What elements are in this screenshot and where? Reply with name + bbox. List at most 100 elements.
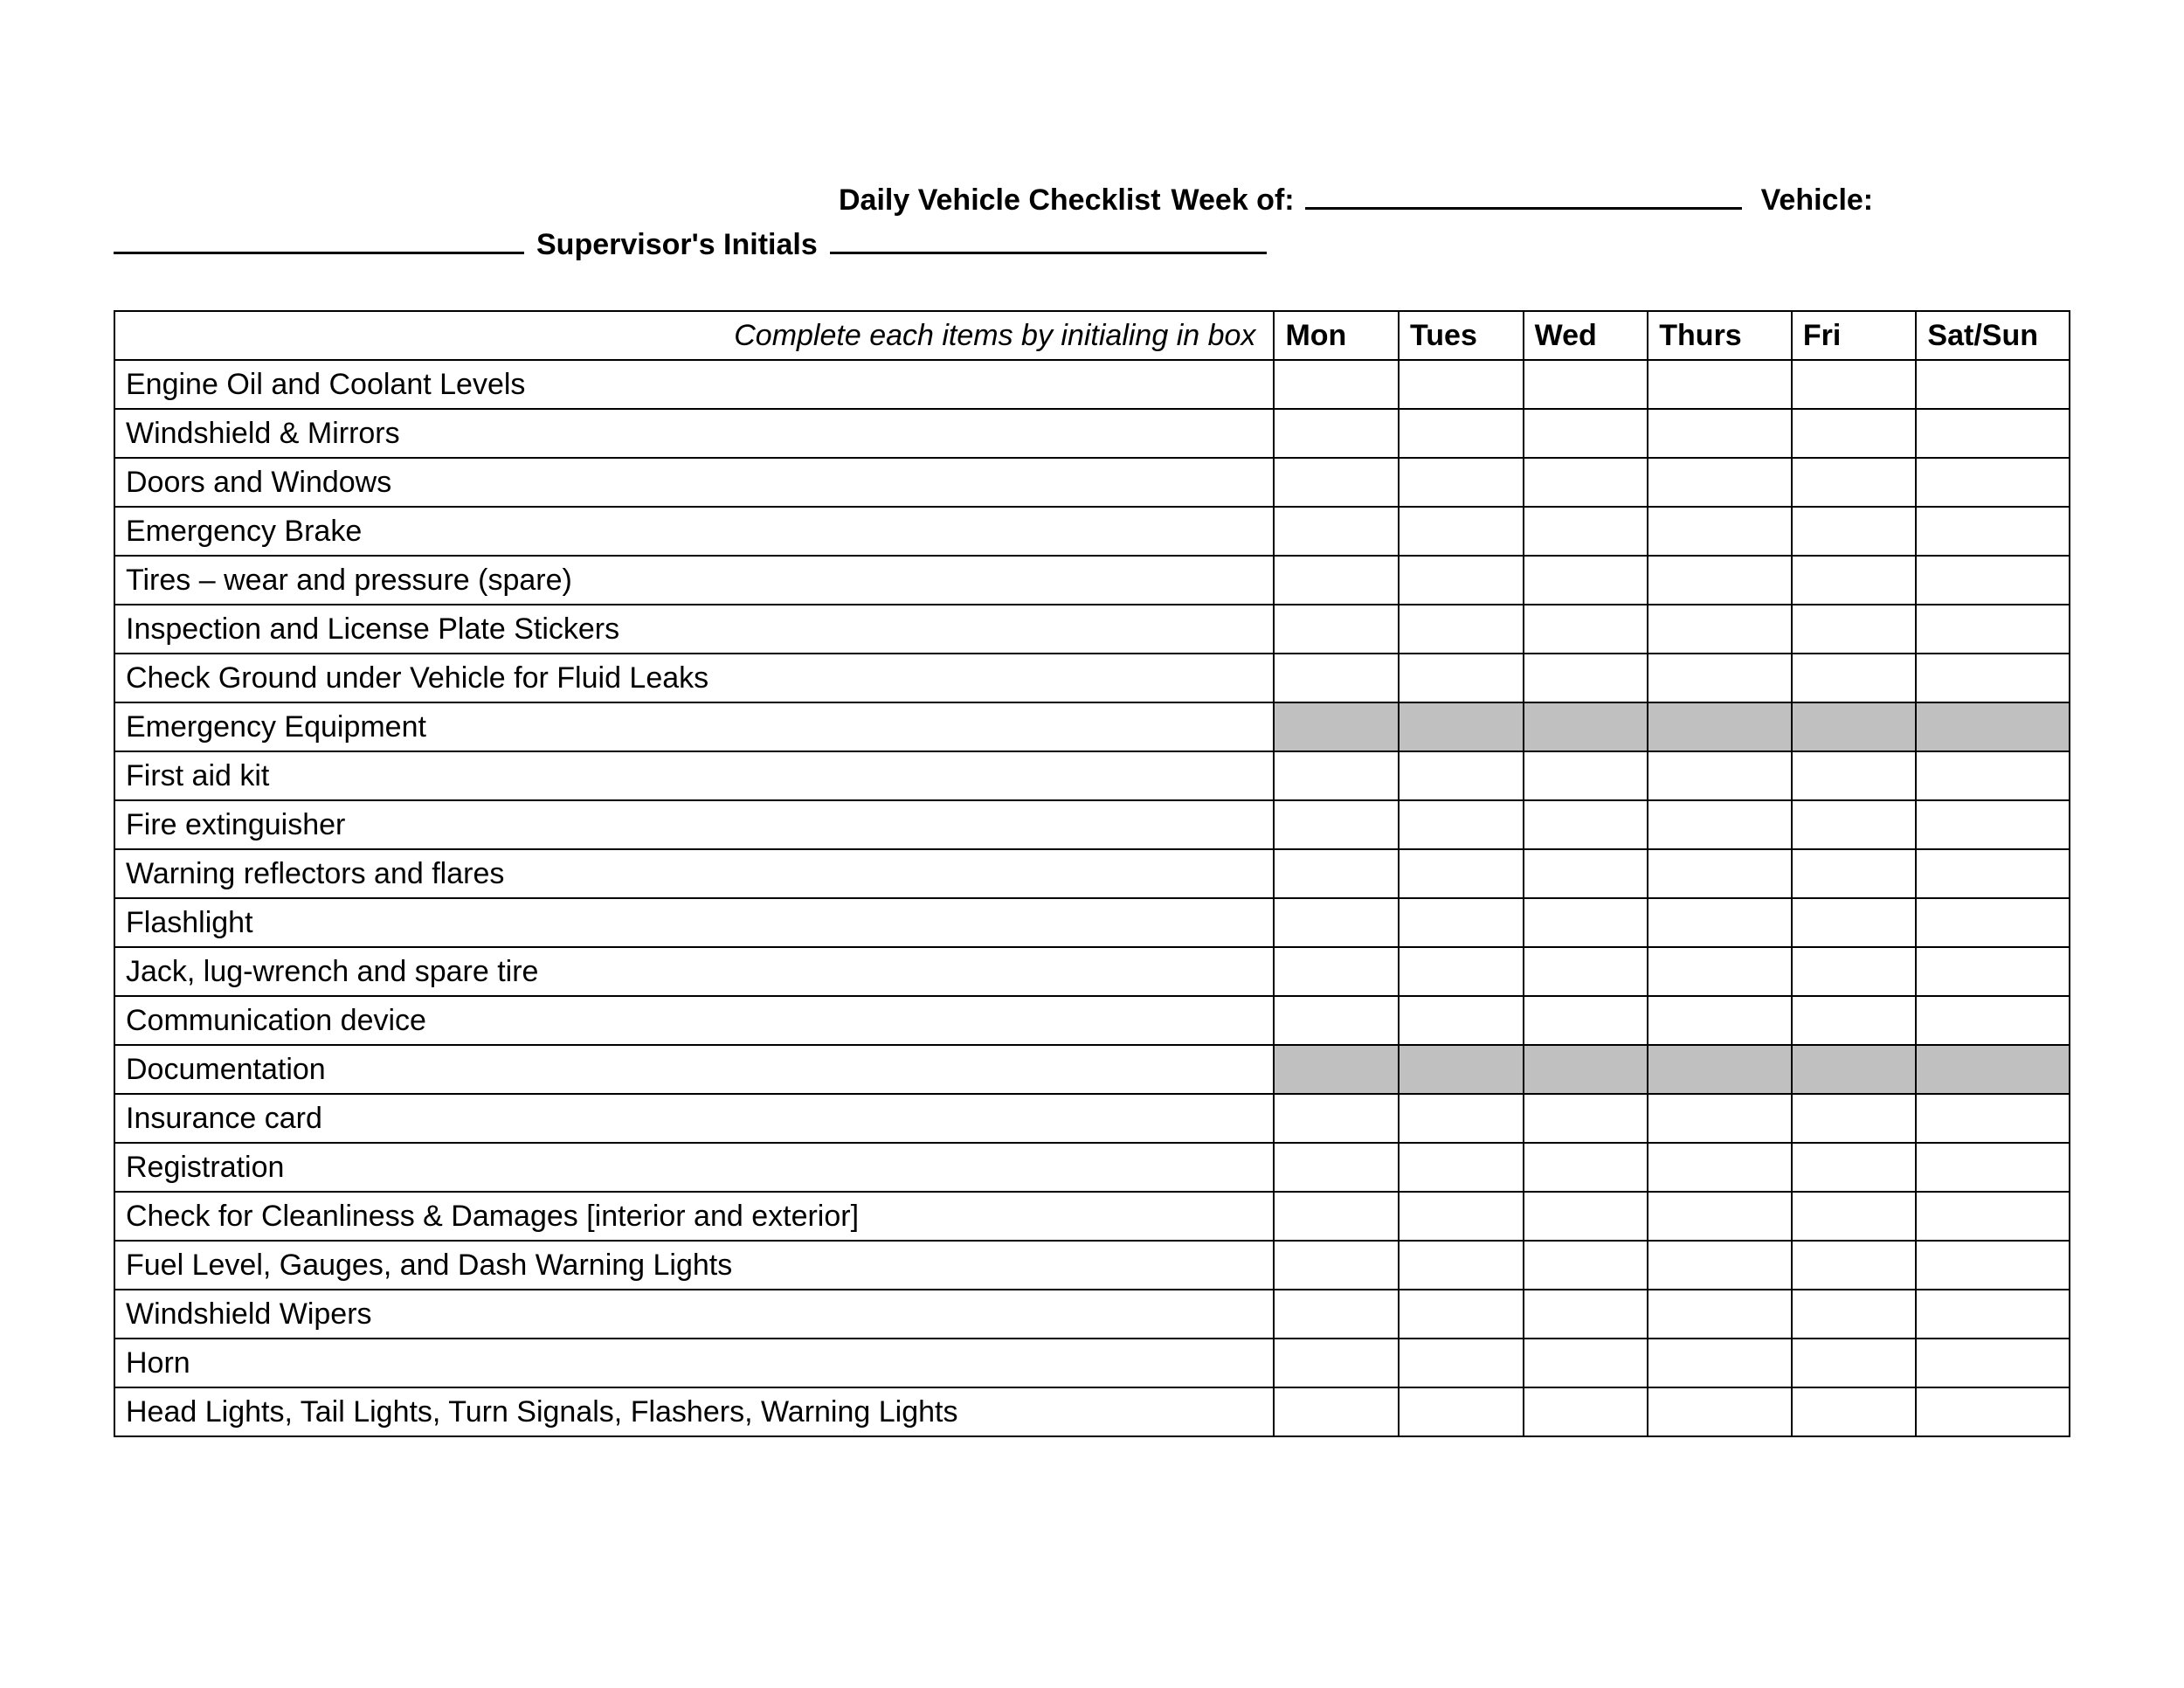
- check-cell[interactable]: [1524, 654, 1648, 702]
- check-cell[interactable]: [1274, 1094, 1399, 1143]
- check-cell[interactable]: [1399, 849, 1524, 898]
- check-cell[interactable]: [1916, 409, 2070, 458]
- check-cell[interactable]: [1274, 751, 1399, 800]
- check-cell[interactable]: [1916, 1192, 2070, 1241]
- check-cell[interactable]: [1916, 947, 2070, 996]
- check-cell[interactable]: [1274, 1192, 1399, 1241]
- check-cell[interactable]: [1524, 507, 1648, 556]
- check-cell[interactable]: [1399, 605, 1524, 654]
- check-cell[interactable]: [1648, 556, 1792, 605]
- check-cell[interactable]: [1399, 1387, 1524, 1436]
- check-cell[interactable]: [1274, 1241, 1399, 1290]
- check-cell[interactable]: [1274, 1143, 1399, 1192]
- check-cell[interactable]: [1274, 556, 1399, 605]
- check-cell[interactable]: [1399, 1143, 1524, 1192]
- check-cell[interactable]: [1792, 898, 1917, 947]
- check-cell[interactable]: [1274, 1387, 1399, 1436]
- check-cell[interactable]: [1274, 898, 1399, 947]
- check-cell[interactable]: [1524, 458, 1648, 507]
- check-cell[interactable]: [1916, 1143, 2070, 1192]
- check-cell[interactable]: [1399, 458, 1524, 507]
- check-cell[interactable]: [1648, 947, 1792, 996]
- check-cell[interactable]: [1916, 1387, 2070, 1436]
- check-cell[interactable]: [1524, 1143, 1648, 1192]
- check-cell[interactable]: [1792, 1192, 1917, 1241]
- check-cell[interactable]: [1274, 702, 1399, 751]
- check-cell[interactable]: [1916, 702, 2070, 751]
- check-cell[interactable]: [1524, 605, 1648, 654]
- check-cell[interactable]: [1792, 1241, 1917, 1290]
- check-cell[interactable]: [1792, 996, 1917, 1045]
- check-cell[interactable]: [1648, 1241, 1792, 1290]
- check-cell[interactable]: [1399, 1094, 1524, 1143]
- check-cell[interactable]: [1274, 1045, 1399, 1094]
- check-cell[interactable]: [1792, 556, 1917, 605]
- check-cell[interactable]: [1648, 996, 1792, 1045]
- check-cell[interactable]: [1524, 898, 1648, 947]
- check-cell[interactable]: [1916, 605, 2070, 654]
- check-cell[interactable]: [1916, 800, 2070, 849]
- check-cell[interactable]: [1524, 1339, 1648, 1387]
- check-cell[interactable]: [1648, 800, 1792, 849]
- check-cell[interactable]: [1399, 507, 1524, 556]
- check-cell[interactable]: [1648, 751, 1792, 800]
- check-cell[interactable]: [1274, 996, 1399, 1045]
- check-cell[interactable]: [1274, 409, 1399, 458]
- check-cell[interactable]: [1399, 654, 1524, 702]
- check-cell[interactable]: [1399, 702, 1524, 751]
- check-cell[interactable]: [1399, 1192, 1524, 1241]
- check-cell[interactable]: [1524, 1290, 1648, 1339]
- check-cell[interactable]: [1792, 1094, 1917, 1143]
- check-cell[interactable]: [1648, 507, 1792, 556]
- check-cell[interactable]: [1274, 458, 1399, 507]
- check-cell[interactable]: [1916, 1094, 2070, 1143]
- check-cell[interactable]: [1916, 751, 2070, 800]
- check-cell[interactable]: [1399, 1241, 1524, 1290]
- check-cell[interactable]: [1399, 800, 1524, 849]
- check-cell[interactable]: [1274, 849, 1399, 898]
- check-cell[interactable]: [1648, 605, 1792, 654]
- check-cell[interactable]: [1792, 800, 1917, 849]
- check-cell[interactable]: [1792, 751, 1917, 800]
- check-cell[interactable]: [1916, 1241, 2070, 1290]
- check-cell[interactable]: [1274, 947, 1399, 996]
- check-cell[interactable]: [1399, 1045, 1524, 1094]
- check-cell[interactable]: [1648, 654, 1792, 702]
- check-cell[interactable]: [1648, 458, 1792, 507]
- check-cell[interactable]: [1792, 507, 1917, 556]
- check-cell[interactable]: [1274, 654, 1399, 702]
- check-cell[interactable]: [1399, 409, 1524, 458]
- weekof-input-line[interactable]: [1305, 185, 1742, 210]
- check-cell[interactable]: [1648, 1339, 1792, 1387]
- check-cell[interactable]: [1524, 556, 1648, 605]
- supervisor-input-line[interactable]: [830, 230, 1267, 254]
- check-cell[interactable]: [1524, 1387, 1648, 1436]
- check-cell[interactable]: [1399, 996, 1524, 1045]
- check-cell[interactable]: [1399, 947, 1524, 996]
- check-cell[interactable]: [1399, 556, 1524, 605]
- check-cell[interactable]: [1792, 605, 1917, 654]
- check-cell[interactable]: [1524, 800, 1648, 849]
- check-cell[interactable]: [1274, 1290, 1399, 1339]
- check-cell[interactable]: [1916, 898, 2070, 947]
- check-cell[interactable]: [1524, 947, 1648, 996]
- check-cell[interactable]: [1274, 1339, 1399, 1387]
- check-cell[interactable]: [1399, 898, 1524, 947]
- check-cell[interactable]: [1916, 849, 2070, 898]
- check-cell[interactable]: [1792, 360, 1917, 409]
- check-cell[interactable]: [1648, 702, 1792, 751]
- check-cell[interactable]: [1524, 751, 1648, 800]
- check-cell[interactable]: [1524, 1241, 1648, 1290]
- check-cell[interactable]: [1524, 1094, 1648, 1143]
- check-cell[interactable]: [1648, 849, 1792, 898]
- check-cell[interactable]: [1916, 996, 2070, 1045]
- check-cell[interactable]: [1916, 458, 2070, 507]
- check-cell[interactable]: [1648, 1143, 1792, 1192]
- check-cell[interactable]: [1792, 409, 1917, 458]
- check-cell[interactable]: [1524, 849, 1648, 898]
- check-cell[interactable]: [1648, 409, 1792, 458]
- check-cell[interactable]: [1916, 654, 2070, 702]
- check-cell[interactable]: [1399, 360, 1524, 409]
- check-cell[interactable]: [1524, 996, 1648, 1045]
- check-cell[interactable]: [1648, 898, 1792, 947]
